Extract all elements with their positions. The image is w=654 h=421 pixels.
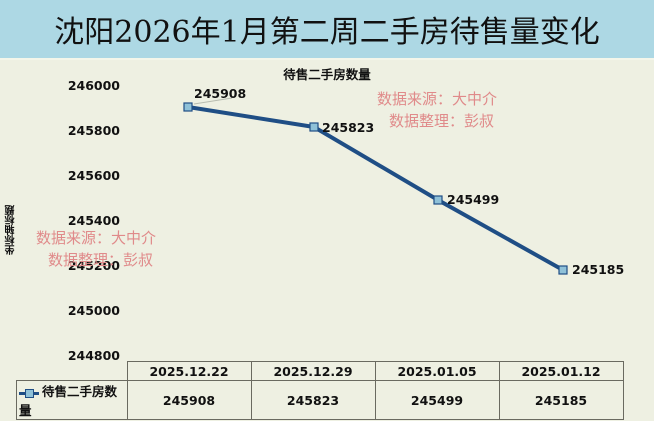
legend-line-marker-icon [19,388,39,398]
table-header-row: 2025.12.22 2025.12.29 2025.01.05 2025.01… [16,361,624,381]
table-row: 待售二手房数量 245908 245823 245499 245185 [16,380,624,420]
y-tick: 245800 [67,123,120,138]
legend-label: 待售二手房数量 [19,384,118,418]
watermark-source: 数据来源：大中介 [36,229,157,247]
table-cell: 245185 [498,380,624,420]
watermark-author: 数据整理：彭叔 [48,251,154,269]
table-header: 2025.01.12 [498,361,624,381]
table-cell: 245908 [126,380,252,420]
data-label: 245499 [447,192,500,207]
page-title: 沈阳2026年1月第二周二手房待售量变化 [54,15,600,50]
legend-entry: 待售二手房数量 [16,380,128,420]
data-label: 245823 [322,120,375,135]
table-header: 2025.12.22 [126,361,252,381]
chart-area [0,60,654,421]
data-marker [433,195,443,205]
y-tick: 245200 [67,258,120,273]
y-tick: 244800 [67,348,120,363]
y-tick: 245400 [67,213,120,228]
data-table: 2025.12.22 2025.12.29 2025.01.05 2025.01… [16,361,624,420]
page-title-bar: 沈阳2026年1月第二周二手房待售量变化 [0,0,654,60]
chart-title: 待售二手房数量 [283,67,371,82]
data-marker [309,122,319,132]
y-tick: 246000 [67,78,120,93]
table-header: 2025.01.05 [374,361,500,381]
series-line [187,105,564,272]
data-label: 245908 [194,86,247,101]
leader-line [193,97,233,105]
data-marker [183,102,193,112]
watermark-top: 数据来源：大中介 数据整理：彭叔 [377,88,497,132]
watermark-source: 数据来源：大中介 [377,90,498,108]
table-cell: 245499 [374,380,500,420]
watermark-left: 数据来源：大中介 数据整理：彭叔 [36,227,156,271]
data-label: 245185 [572,262,625,277]
watermark-author: 数据整理：彭叔 [389,112,495,130]
table-cell: 245823 [250,380,376,420]
y-tick: 245000 [67,303,120,318]
y-tick: 245600 [67,168,120,183]
data-marker [558,265,568,275]
table-header: 2025.12.29 [250,361,376,381]
